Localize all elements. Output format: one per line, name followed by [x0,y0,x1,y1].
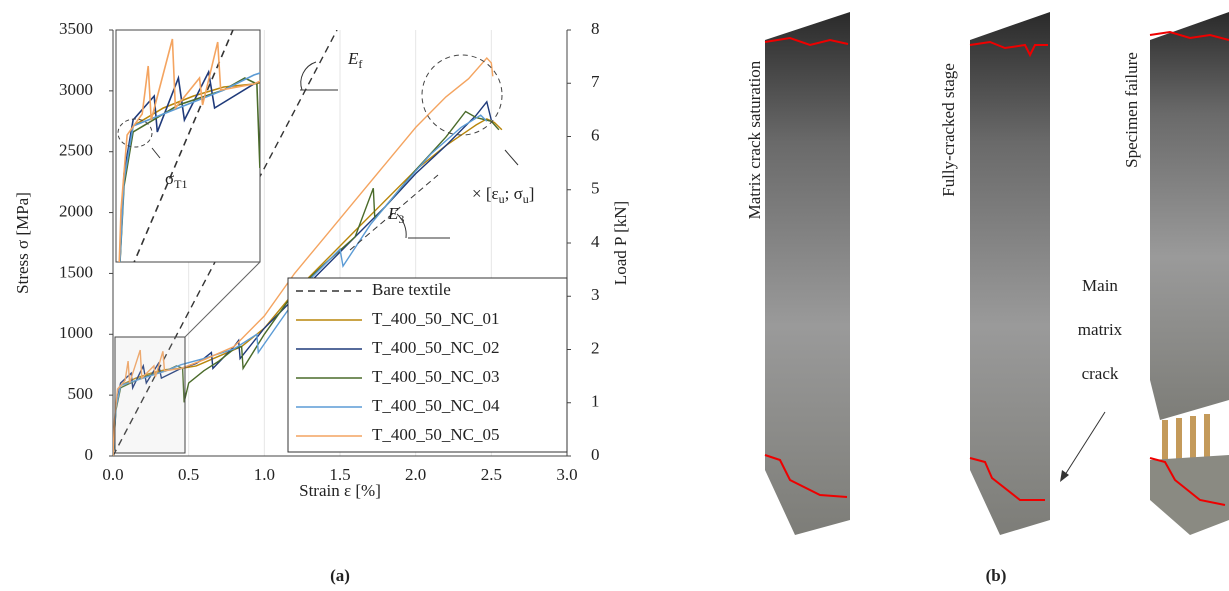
specimen [765,12,850,535]
y2-tick-label: 1 [591,392,600,411]
y-tick-label: 0 [85,445,94,464]
series-line [119,72,260,262]
y-tick-label: 3500 [59,19,93,38]
caption: (b) [986,566,1007,585]
x-axis-label: Strain ε [%] [299,481,381,500]
photo-label: Specimen failure [1122,52,1141,168]
arrowhead [1060,470,1069,482]
y2-axis-label: Load P [kN] [611,201,630,285]
legend-label: T_400_50_NC_02 [372,338,500,357]
subscript: u [499,192,505,206]
y-tick-label: 2000 [59,201,93,220]
annotation: × [εu; σu] [472,184,534,206]
crack [969,457,1045,501]
crack-label: matrix [1078,320,1123,339]
y2-tick-label: 6 [591,125,600,144]
legend: Bare textile T_400_50_NC_01 T_400_50_NC_02… [287,277,568,453]
y2-tick-label: 3 [591,285,600,304]
photo-label: Fully-cracked stage [939,63,958,197]
legend-label: T_400_50_NC_04 [372,396,500,415]
legend-label: T_400_50_NC_01 [372,309,500,328]
specimen-base [1150,455,1229,535]
arrow [151,147,161,159]
arrow [504,149,519,166]
angle-arc [396,213,407,239]
inset [118,30,260,262]
zoom-box [114,336,186,454]
specimen [1150,12,1229,420]
ellipse [117,118,153,148]
annotation: σT1 [165,169,188,191]
zoom-connector [184,261,261,338]
fiber [1204,414,1210,459]
annotation-text: σ [165,169,174,188]
y-tick-label: 500 [68,384,94,403]
y2-tick-label: 5 [591,179,600,198]
x-tick-label: 2.5 [481,465,502,484]
crack [1149,457,1226,506]
subscript: T1 [174,177,187,191]
series-line [119,81,260,262]
subscript: u [523,192,529,206]
legend-label: Bare textile [372,280,451,299]
y-tick-label: 1000 [59,323,93,342]
subscript: 3 [398,212,404,226]
photo-label: Matrix crack saturation [745,60,764,219]
subscript: f [358,57,362,71]
arrow [1062,411,1106,479]
angle-arc [300,61,317,91]
x-tick-label: 0.5 [178,465,199,484]
annotation: Ef [347,49,362,71]
y2-tick-label: 7 [591,72,600,91]
annotation-text: × [ε [472,184,499,203]
x-tick-label: 1.0 [254,465,275,484]
crack-label: Main [1082,276,1118,295]
annotation-text: E [387,204,399,223]
y-tick-label: 2500 [59,141,93,160]
legend-label: T_400_50_NC_03 [372,367,500,386]
crack-label: crack [1082,364,1119,383]
legend-frame [287,277,568,453]
x-tick-label: 3.0 [556,465,577,484]
fiber [1162,420,1168,465]
annotation-text: ; σ [505,184,523,203]
y2-tick-label: 8 [591,19,600,38]
y2-tick-label: 2 [591,338,600,357]
legend-label: T_400_50_NC_05 [372,425,500,444]
x-tick-label: 2.0 [405,465,426,484]
caption: (a) [330,566,350,585]
crack [764,454,848,498]
crack [969,40,1048,58]
annotation: E3 [387,204,404,226]
y2-tick-label: 4 [591,232,600,251]
annotation-text: E [347,49,359,68]
y-axis-label: Stress σ [MPa] [13,192,32,294]
series-line [113,56,494,456]
specimen [970,12,1050,535]
x-tick-label: 0.0 [102,465,123,484]
x-tick-label: 1.5 [329,465,350,484]
failure-circle [421,54,503,136]
fiber [1190,416,1196,461]
crack [1149,30,1229,41]
series-line [118,38,260,262]
inset-frame [115,29,261,263]
y-tick-label: 1500 [59,262,93,281]
y2-tick-label: 0 [591,445,600,464]
crack [764,36,849,47]
y-tick-label: 3000 [59,80,93,99]
annotation-text: ] [529,184,535,203]
photos [764,12,1229,535]
fiber [1176,418,1182,463]
series-line [113,114,488,456]
